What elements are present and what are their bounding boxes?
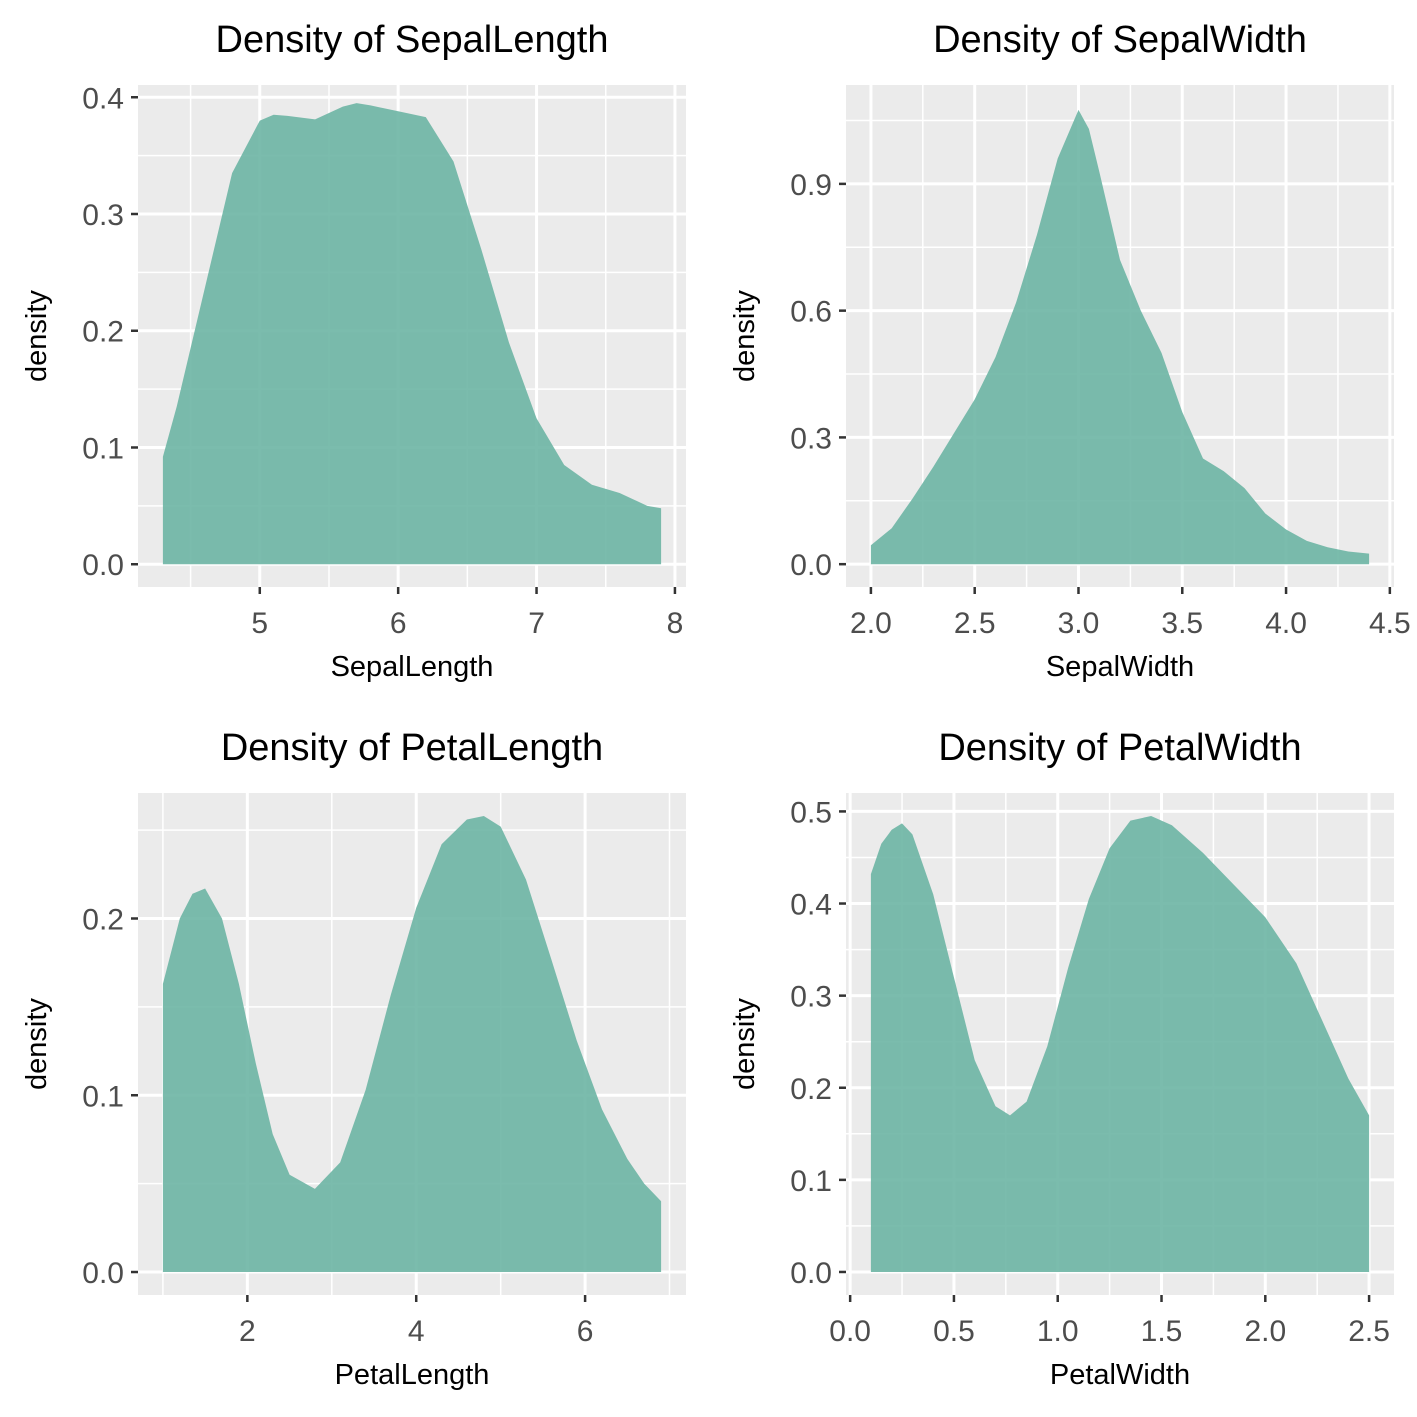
x-tick-label: 4 <box>408 1315 425 1348</box>
chart-title: Density of PetalLength <box>221 727 603 769</box>
y-tick-label: 0.2 <box>790 1073 832 1106</box>
y-tick-label: 0.2 <box>82 316 124 349</box>
x-tick-label: 0.5 <box>933 1315 975 1348</box>
y-tick-label: 0.0 <box>82 549 124 582</box>
y-tick-label: 0.4 <box>790 889 832 922</box>
chart-title: Density of SepalWidth <box>933 19 1307 61</box>
x-tick-label: 5 <box>251 607 268 640</box>
y-axis-label: density <box>729 290 761 382</box>
x-tick-label: 6 <box>390 607 407 640</box>
y-tick-label: 0.1 <box>790 1165 832 1198</box>
chart-panel-2: 2.0 2.5 3.0 3.5 4.0 4.5 0.0 0.3 0.6 0.9 Density of… <box>729 19 1411 683</box>
x-axis-label: SepalWidth <box>1046 651 1194 683</box>
y-axis-label: density <box>21 290 53 382</box>
y-axis-label: density <box>21 998 53 1090</box>
x-tick-label: 3.5 <box>1161 607 1203 640</box>
y-axis-label: density <box>729 998 761 1090</box>
x-tick-label: 8 <box>667 607 684 640</box>
x-tick-label: 1.5 <box>1141 1315 1183 1348</box>
x-axis-label: SepalLength <box>331 651 494 683</box>
x-tick-label: 2.5 <box>954 607 996 640</box>
density-area <box>162 816 662 1272</box>
chart-panel-1: 5 6 7 8 0.0 0.1 0.2 0.3 0.4 Density of SepalLengt… <box>21 19 686 683</box>
y-tick-label: 0.1 <box>82 432 124 465</box>
x-tick-label: 4.0 <box>1265 607 1307 640</box>
density-area <box>162 103 662 565</box>
x-tick-label: 2.5 <box>1348 1315 1390 1348</box>
y-tick-label: 0.6 <box>790 296 832 329</box>
chart-panel-3: 2 4 6 0.0 0.1 0.2 Density of PetalLength PetalL… <box>21 727 686 1391</box>
y-tick-label: 0.3 <box>790 981 832 1014</box>
chart-title: Density of PetalWidth <box>938 727 1301 769</box>
x-tick-label: 6 <box>577 1315 594 1348</box>
density-area <box>870 109 1370 565</box>
x-tick-label: 1.0 <box>1037 1315 1079 1348</box>
chart-title: Density of SepalLength <box>216 19 609 61</box>
x-tick-label: 2 <box>239 1315 256 1348</box>
y-tick-label: 0.0 <box>82 1257 124 1290</box>
y-tick-label: 0.1 <box>82 1080 124 1113</box>
x-tick-label: 0.0 <box>829 1315 871 1348</box>
y-tick-label: 0.2 <box>82 904 124 937</box>
y-tick-label: 0.0 <box>790 549 832 582</box>
y-tick-label: 0.4 <box>82 82 124 115</box>
density-area <box>870 816 1370 1272</box>
y-tick-label: 0.3 <box>790 422 832 455</box>
x-tick-label: 2.0 <box>850 607 892 640</box>
x-tick-label: 2.0 <box>1244 1315 1286 1348</box>
x-tick-label: 7 <box>528 607 545 640</box>
y-tick-label: 0.9 <box>790 169 832 202</box>
x-axis-label: PetalWidth <box>1050 1359 1190 1391</box>
y-tick-label: 0.3 <box>82 199 124 232</box>
x-tick-label: 4.5 <box>1369 607 1411 640</box>
x-tick-label: 3.0 <box>1058 607 1100 640</box>
x-axis-label: PetalLength <box>335 1359 490 1391</box>
y-tick-label: 0.0 <box>790 1257 832 1290</box>
chart-panel-4: 0.0 0.5 1.0 1.5 2.0 2.5 0.0 0.1 0.2 0.3 0.4 0.5 Dens… <box>729 727 1394 1391</box>
y-tick-label: 0.5 <box>790 796 832 829</box>
